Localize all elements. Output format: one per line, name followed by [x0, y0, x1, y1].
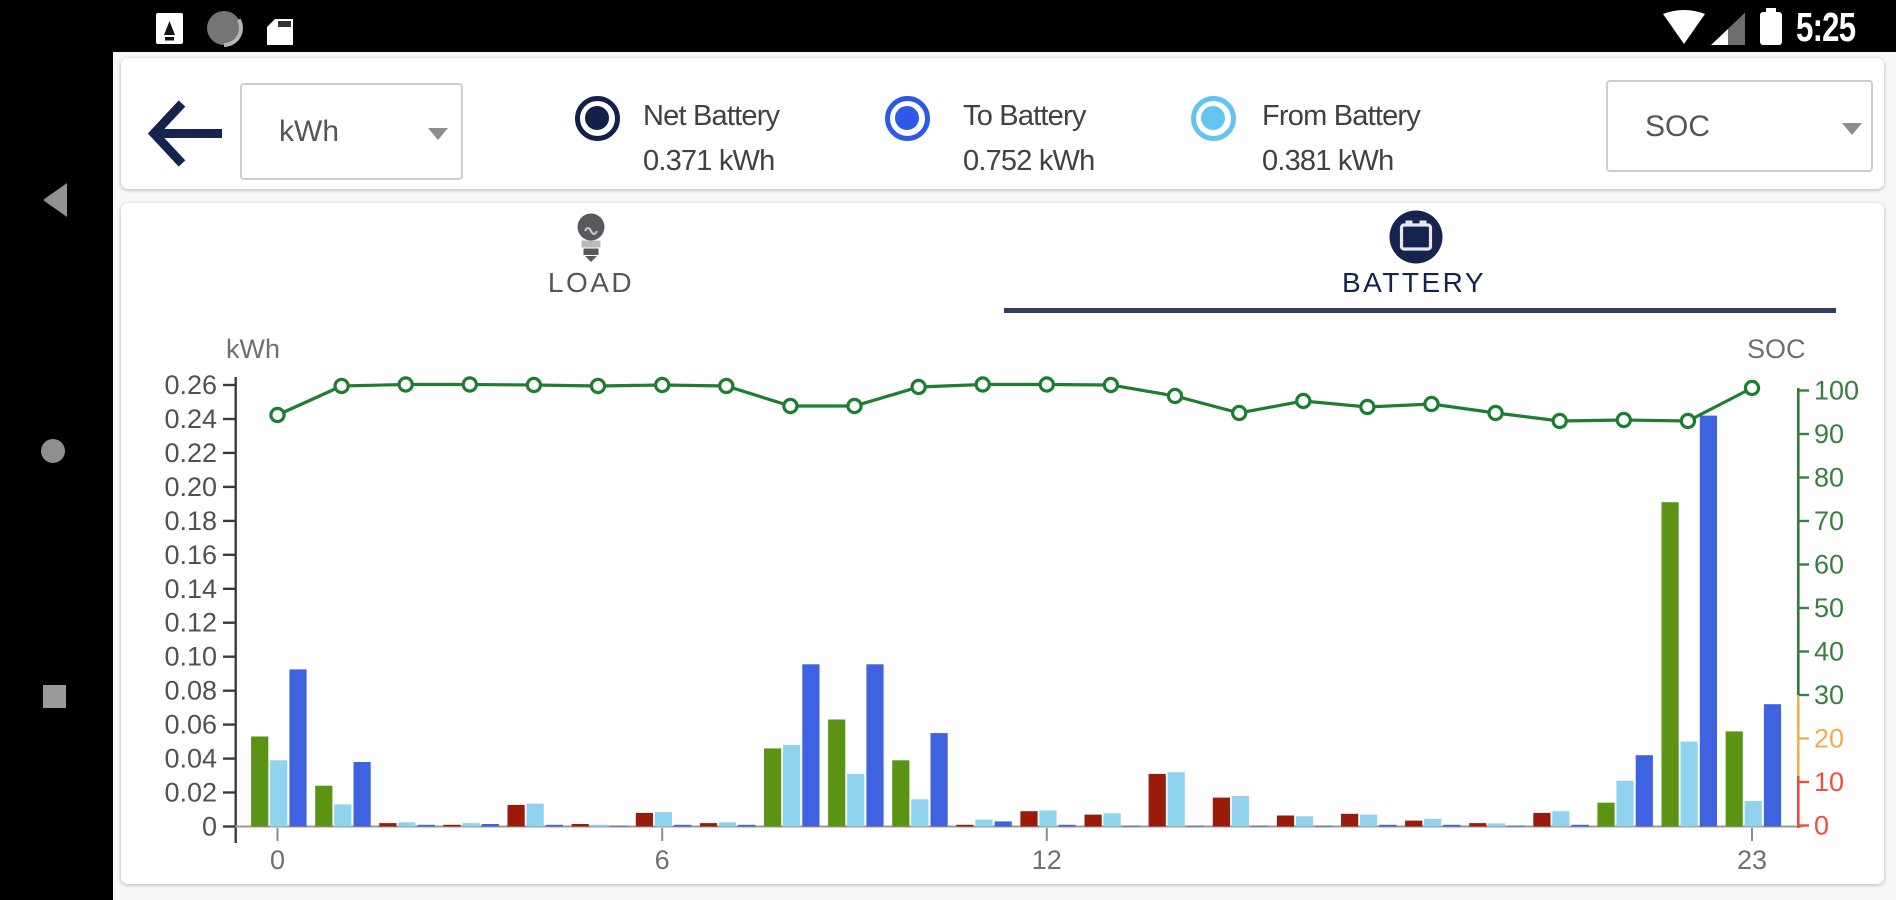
svg-text:kWh: kWh: [226, 334, 280, 364]
svg-text:60: 60: [1814, 550, 1844, 580]
svg-text:0.16: 0.16: [164, 540, 217, 570]
svg-text:0.10: 0.10: [164, 642, 217, 672]
svg-text:0.02: 0.02: [164, 778, 217, 808]
svg-text:0.22: 0.22: [164, 438, 217, 468]
svg-text:30: 30: [1814, 680, 1844, 710]
svg-text:80: 80: [1814, 463, 1844, 493]
svg-text:0.18: 0.18: [164, 506, 217, 536]
svg-text:0.06: 0.06: [164, 710, 217, 740]
svg-text:50: 50: [1814, 593, 1844, 623]
svg-text:23: 23: [1737, 845, 1767, 875]
svg-text:0: 0: [270, 845, 285, 875]
svg-text:0.04: 0.04: [164, 744, 217, 774]
svg-text:0: 0: [1814, 811, 1829, 841]
svg-text:0: 0: [202, 812, 217, 842]
svg-text:0.12: 0.12: [164, 608, 217, 638]
svg-text:40: 40: [1814, 637, 1844, 667]
svg-text:0.26: 0.26: [164, 370, 217, 400]
svg-text:SOC: SOC: [1747, 334, 1806, 364]
svg-text:0.20: 0.20: [164, 472, 217, 502]
svg-text:100: 100: [1814, 376, 1859, 406]
svg-text:70: 70: [1814, 506, 1844, 536]
svg-text:10: 10: [1814, 767, 1844, 797]
svg-text:0.24: 0.24: [164, 404, 217, 434]
svg-text:0.08: 0.08: [164, 676, 217, 706]
svg-text:20: 20: [1814, 724, 1844, 754]
svg-text:12: 12: [1032, 845, 1062, 875]
svg-text:90: 90: [1814, 419, 1844, 449]
svg-text:6: 6: [655, 845, 670, 875]
svg-text:0.14: 0.14: [164, 574, 217, 604]
